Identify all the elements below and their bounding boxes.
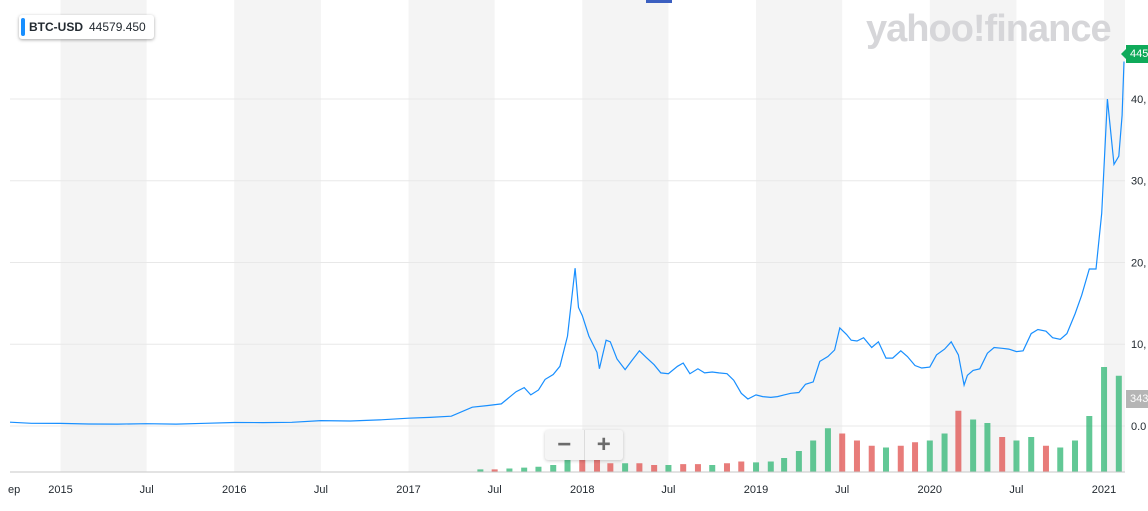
volume-bar xyxy=(694,464,701,472)
volume-bar xyxy=(999,437,1006,472)
last-price-tag: 445 xyxy=(1121,45,1148,63)
time-band xyxy=(60,0,147,472)
volume-bar xyxy=(853,440,860,472)
y-tick-label: 10, xyxy=(1131,339,1146,351)
ticker-badge[interactable]: BTC-USD 44579.450 xyxy=(19,15,154,39)
volume-bar xyxy=(897,445,904,472)
volume-bar xyxy=(1057,447,1064,472)
volume-bar xyxy=(912,442,919,472)
series-color-swatch xyxy=(21,18,25,36)
yahoo-finance-logo: yahoo!finance xyxy=(866,8,1112,50)
horizontal-gridlines xyxy=(10,98,1125,427)
volume-bar xyxy=(738,461,745,472)
alt-bands xyxy=(60,0,1125,472)
x-tick-label: 2017 xyxy=(396,484,420,496)
volume-bar xyxy=(941,433,948,472)
volume-bar xyxy=(1101,367,1108,472)
volume-bar xyxy=(810,440,817,472)
volume-bar xyxy=(868,445,875,472)
x-tick-label: Jul xyxy=(488,484,502,496)
volume-bar xyxy=(680,464,687,472)
x-tick-label: 2016 xyxy=(222,484,246,496)
volume-bar xyxy=(1028,437,1035,472)
volume-bar xyxy=(839,433,846,472)
time-band xyxy=(929,0,1017,472)
y-tick-label: 0.0 xyxy=(1131,421,1146,433)
x-tick-labels: ep 2015 Jul 2016 Jul 2017 Jul 2018 Jul 2019 Jul 202… xyxy=(8,484,1116,496)
ticker-value: 44579.450 xyxy=(89,20,146,34)
time-band xyxy=(234,0,321,472)
volume-bar xyxy=(1013,440,1020,472)
volume-bar xyxy=(767,461,774,472)
time-band xyxy=(1104,0,1125,472)
volume-bar xyxy=(955,410,962,472)
x-tick-label: 2020 xyxy=(918,484,942,496)
price-line xyxy=(9,61,1125,425)
volume-bar xyxy=(883,447,890,472)
volume-bar xyxy=(984,423,991,472)
y-tick-label: 30, xyxy=(1131,176,1146,188)
y-tick-label: 40, xyxy=(1131,94,1146,106)
x-tick-label: ep xyxy=(8,484,20,496)
time-band xyxy=(756,0,843,472)
volume-bar xyxy=(795,451,802,472)
time-band xyxy=(408,0,495,472)
x-tick-label: 2018 xyxy=(570,484,594,496)
volume-bar xyxy=(1115,375,1122,472)
volume-bar xyxy=(491,469,498,472)
x-tick-label: 2015 xyxy=(48,484,72,496)
time-band xyxy=(582,0,669,472)
x-tick-label: Jul xyxy=(835,484,849,496)
volume-bars xyxy=(477,367,1122,472)
y-tick-labels: 0.0 10, 20, 30, 40, xyxy=(1131,94,1146,433)
volume-bar xyxy=(506,468,513,472)
volume-bar xyxy=(651,465,658,472)
volume-bar xyxy=(1042,445,1049,472)
volume-bar xyxy=(926,440,933,472)
x-tick-label: Jul xyxy=(1009,484,1023,496)
last-volume-tag: 343 xyxy=(1126,390,1148,408)
volume-bar xyxy=(1072,440,1079,472)
volume-bar xyxy=(723,463,730,472)
x-tick-label: 2019 xyxy=(744,484,768,496)
volume-bar xyxy=(709,465,716,472)
volume-bar xyxy=(970,419,977,472)
volume-bar xyxy=(594,459,601,472)
y-tick-label: 20, xyxy=(1131,257,1146,269)
volume-bar xyxy=(781,458,788,472)
x-tick-label: Jul xyxy=(140,484,154,496)
volume-bar xyxy=(521,467,528,472)
volume-bar xyxy=(535,466,542,472)
x-tick-label: 2021 xyxy=(1092,484,1116,496)
volume-bar xyxy=(1086,416,1093,472)
zoom-controls: − + xyxy=(545,430,623,460)
volume-bar xyxy=(824,428,831,472)
volume-bar xyxy=(665,465,672,472)
volume-bar xyxy=(550,465,557,472)
volume-bar xyxy=(753,462,760,472)
volume-bar xyxy=(579,454,586,472)
x-tick-label: Jul xyxy=(314,484,328,496)
top-tab-indicator xyxy=(646,0,672,3)
volume-bar xyxy=(636,463,643,472)
volume-bar xyxy=(622,463,629,472)
zoom-out-button[interactable]: − xyxy=(545,430,585,460)
zoom-in-button[interactable]: + xyxy=(596,431,611,458)
volume-bar xyxy=(607,463,614,472)
x-tick-label: Jul xyxy=(661,484,675,496)
volume-bar xyxy=(477,469,484,472)
volume-bar xyxy=(564,451,571,472)
ticker-symbol: BTC-USD xyxy=(29,20,83,34)
